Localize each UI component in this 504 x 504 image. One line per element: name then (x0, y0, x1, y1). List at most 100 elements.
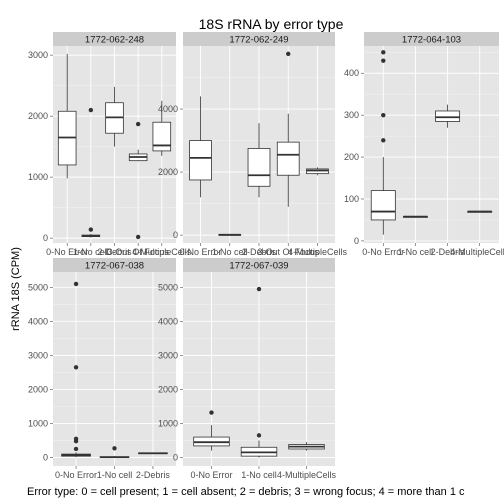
facet-strip-label: 1772-067-038 (85, 261, 144, 272)
y-axis-title: rRNA 18S (CPM) (10, 247, 22, 331)
x-tick-label: 1-No cell (398, 247, 434, 257)
y-tick-label: 5000 (28, 282, 48, 292)
y-tick-label: 1000 (28, 418, 48, 428)
y-tick-label: 2000 (28, 384, 48, 394)
outlier-point (381, 50, 386, 55)
x-tick-label: 2-Debris (97, 247, 132, 257)
box-3 (467, 210, 493, 213)
y-tick-label: 4000 (158, 104, 178, 114)
outlier-point (256, 433, 262, 438)
chart-title: 18S rRNA by error type (199, 16, 344, 32)
box-iqr (435, 110, 461, 122)
outlier-point (73, 365, 79, 370)
y-tick-label: 200 (344, 152, 359, 162)
x-tick-label: 0-No Error (180, 247, 222, 257)
box-1 (81, 107, 101, 238)
box-1 (402, 215, 428, 218)
x-tick-label: 1-No cell (241, 470, 277, 480)
outlier-point (381, 138, 386, 143)
y-tick-label: 2000 (28, 111, 48, 121)
x-tick-label: 3-Out Of Focus (107, 247, 169, 257)
outlier-point (286, 51, 291, 57)
facet-strip-label: 1772-067-039 (229, 261, 288, 272)
x-axis-title: Error type: 0 = cell present; 1 = cell a… (27, 486, 465, 498)
facet-strip (364, 32, 499, 46)
outlier-point (88, 227, 94, 232)
box-3 (276, 51, 300, 207)
box-2 (435, 104, 461, 128)
x-tick-label: 0-No Error (362, 247, 404, 257)
y-tick-label: 0 (173, 452, 178, 462)
outlier-point (73, 446, 79, 452)
outlier-point (135, 234, 141, 240)
y-tick-label: 0 (173, 230, 178, 240)
box-2 (247, 123, 271, 198)
y-tick-label: 0 (43, 233, 48, 243)
facet-strip-label: 1772-062-248 (85, 35, 144, 46)
x-tick-label: 4-MultipleCells (277, 470, 337, 480)
y-tick-label: 2000 (158, 167, 178, 177)
y-tick-label: 3000 (158, 350, 178, 360)
y-tick-label: 1000 (28, 172, 48, 182)
y-tick-label: 100 (344, 194, 359, 204)
outlier-point (381, 112, 386, 118)
outlier-point (209, 410, 214, 415)
facet-strip-label: 1772-064-103 (402, 35, 461, 46)
facet-strip (183, 32, 335, 46)
y-tick-label: 400 (344, 68, 359, 78)
box-0 (193, 410, 230, 451)
x-tick-label: 2-Debris (431, 247, 466, 257)
box-2 (105, 86, 124, 147)
facet-strip-label: 1772-062-249 (229, 35, 288, 46)
x-tick-label: 4-MultipleCells (450, 247, 504, 257)
facet-panel-2: 1772-064-103 0 100 200 300 400 0-No Error1-No … (344, 32, 504, 257)
outlier-point (135, 121, 141, 127)
x-tick-label: 1-No cell (212, 247, 248, 257)
x-tick-label: 0-No Error (55, 470, 97, 480)
facet-panel-4: 1772-067-039 0 1000 2000 3000 4000 5000 0-No Er… (158, 258, 337, 480)
box-1 (240, 286, 278, 458)
outlier-point (381, 58, 386, 63)
y-tick-label: 5000 (158, 282, 178, 292)
box-iqr (276, 141, 300, 176)
facet-strip (53, 32, 176, 46)
box-2 (288, 442, 325, 451)
facet-strip (183, 258, 335, 272)
box-3 (128, 121, 148, 240)
box-iqr (152, 121, 172, 152)
outlier-point (112, 446, 117, 451)
x-tick-label: 1-No cell (73, 247, 109, 257)
x-tick-label: 4-MultipleCells (132, 247, 192, 257)
box-2 (138, 452, 168, 455)
box-0 (57, 53, 77, 179)
y-tick-label: 2000 (158, 384, 178, 394)
box-0 (61, 281, 91, 458)
y-tick-label: 0 (43, 452, 48, 462)
box-iqr (370, 190, 396, 221)
y-tick-label: 4000 (158, 316, 178, 326)
y-tick-label: 0 (354, 236, 359, 246)
facet-panel-0: 1772-062-248 0 1000 2000 3000 0-No Error1-No … (28, 32, 192, 257)
facet-panel-3: 1772-067-038 0 1000 2000 3000 4000 5000 0-No Er… (28, 258, 176, 480)
box-iqr (189, 140, 212, 181)
outlier-point (73, 436, 79, 441)
box-4 (152, 100, 172, 156)
y-tick-label: 3000 (28, 50, 48, 60)
x-tick-label: 0-No Error (46, 247, 88, 257)
box-0 (189, 96, 212, 198)
y-tick-label: 4000 (28, 316, 48, 326)
x-tick-label: 4-MultipleCells (288, 247, 348, 257)
x-tick-label: 1-No cell (97, 470, 133, 480)
x-tick-label: 2-Debris (136, 470, 171, 480)
facet-strip (53, 258, 176, 272)
box-0 (370, 50, 396, 235)
y-tick-label: 1000 (158, 418, 178, 428)
outlier-point (73, 281, 79, 287)
outlier-point (256, 286, 262, 292)
outlier-point (88, 107, 94, 113)
box-4 (306, 167, 329, 176)
x-tick-label: 0-No Error (190, 470, 232, 480)
